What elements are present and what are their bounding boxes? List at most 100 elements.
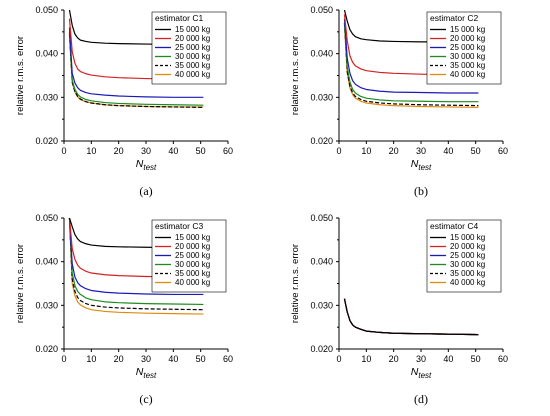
series-lines bbox=[343, 10, 479, 108]
series-line bbox=[343, 10, 479, 43]
series-line bbox=[68, 27, 204, 98]
legend-title: estimator C2 bbox=[430, 13, 478, 23]
legend-title: estimator C4 bbox=[430, 221, 478, 231]
y-tick-label: 0.020 bbox=[35, 136, 58, 146]
panel-label: (d) bbox=[414, 392, 428, 406]
legend-title: estimator C1 bbox=[155, 13, 203, 23]
series-line bbox=[343, 298, 479, 336]
x-axis-label-main: N bbox=[136, 366, 144, 378]
x-tick-label: 50 bbox=[471, 354, 481, 364]
series-line bbox=[68, 218, 204, 278]
series-line bbox=[68, 218, 204, 306]
legend-label: 25 000 kg bbox=[450, 43, 485, 52]
x-tick-label: 0 bbox=[336, 146, 341, 156]
series-line bbox=[343, 298, 479, 336]
legend-label: 20 000 kg bbox=[450, 242, 485, 251]
legend-label: 30 000 kg bbox=[175, 260, 210, 269]
legend-label: 35 000 kg bbox=[450, 269, 485, 278]
chart-panel-a: 0.020 0.030 0.040 0.050 0 10 20 30 40 50 60 relativ… bbox=[15, 5, 233, 198]
legend-label: 15 000 kg bbox=[175, 25, 210, 34]
legend-label: 25 000 kg bbox=[175, 43, 210, 52]
legend-label: 30 000 kg bbox=[450, 52, 485, 61]
series-lines bbox=[343, 298, 479, 336]
series-line bbox=[343, 298, 479, 336]
x-tick-label: 0 bbox=[61, 354, 66, 364]
series-line bbox=[343, 298, 479, 336]
series-line bbox=[343, 23, 479, 107]
y-tick-label: 0.040 bbox=[35, 49, 58, 59]
panel-label: (b) bbox=[414, 184, 428, 198]
series-line bbox=[68, 218, 204, 315]
x-tick-label: 40 bbox=[443, 354, 453, 364]
series-line bbox=[68, 218, 204, 311]
x-axis-label-main: N bbox=[411, 158, 419, 170]
x-axis-label: Ntest bbox=[136, 158, 157, 172]
x-tick-label: 20 bbox=[389, 354, 399, 364]
x-axis-label-sub: test bbox=[418, 371, 432, 380]
series-line bbox=[343, 298, 479, 336]
x-tick-label: 30 bbox=[416, 354, 426, 364]
x-tick-label: 30 bbox=[141, 146, 151, 156]
legend-title: estimator C3 bbox=[155, 221, 203, 231]
legend-label: 40 000 kg bbox=[450, 278, 485, 287]
y-axis-label: relative r.m.s. error bbox=[15, 36, 26, 115]
y-tick-label: 0.040 bbox=[310, 49, 333, 59]
series-lines bbox=[68, 218, 204, 315]
panel-label: (c) bbox=[139, 392, 152, 406]
series-line bbox=[68, 31, 204, 106]
chart-panel-d: 0.020 0.030 0.040 0.050 0 10 20 30 40 50 60 relativ… bbox=[290, 213, 508, 406]
legend-label: 25 000 kg bbox=[175, 251, 210, 260]
legend-label: 35 000 kg bbox=[450, 61, 485, 70]
x-axis-label-main: N bbox=[136, 158, 144, 170]
x-axis-label: Ntest bbox=[411, 158, 432, 172]
y-tick-label: 0.030 bbox=[310, 92, 333, 102]
y-tick-label: 0.020 bbox=[35, 344, 58, 354]
legend-label: 20 000 kg bbox=[175, 242, 210, 251]
y-tick-label: 0.050 bbox=[310, 5, 333, 15]
x-tick-label: 50 bbox=[196, 146, 206, 156]
legend-label: 35 000 kg bbox=[175, 269, 210, 278]
x-tick-label: 10 bbox=[361, 146, 371, 156]
y-tick-label: 0.030 bbox=[35, 300, 58, 310]
series-line bbox=[343, 298, 479, 336]
x-tick-label: 20 bbox=[114, 354, 124, 364]
x-tick-label: 40 bbox=[443, 146, 453, 156]
series-line bbox=[343, 23, 479, 103]
legend-label: 25 000 kg bbox=[450, 251, 485, 260]
series-line bbox=[68, 218, 204, 249]
panel-label: (a) bbox=[139, 184, 152, 198]
y-tick-label: 0.030 bbox=[310, 300, 333, 310]
series-lines bbox=[68, 10, 204, 108]
legend-label: 20 000 kg bbox=[450, 34, 485, 43]
y-axis-label: relative r.m.s. error bbox=[290, 36, 301, 115]
x-tick-label: 60 bbox=[223, 354, 233, 364]
x-axis-label-main: N bbox=[411, 366, 419, 378]
x-tick-label: 10 bbox=[361, 354, 371, 364]
x-tick-label: 50 bbox=[471, 146, 481, 156]
x-tick-label: 40 bbox=[168, 146, 178, 156]
legend-label: 40 000 kg bbox=[175, 278, 210, 287]
series-line bbox=[343, 18, 479, 94]
legend-label: 20 000 kg bbox=[175, 34, 210, 43]
x-tick-label: 40 bbox=[168, 354, 178, 364]
x-tick-label: 0 bbox=[61, 146, 66, 156]
x-tick-label: 60 bbox=[498, 146, 508, 156]
chart-panel-b: 0.020 0.030 0.040 0.050 0 10 20 30 40 50 60 relativ… bbox=[290, 5, 508, 198]
x-tick-label: 0 bbox=[336, 354, 341, 364]
x-axis-label: Ntest bbox=[411, 366, 432, 380]
x-tick-label: 30 bbox=[141, 354, 151, 364]
y-tick-label: 0.030 bbox=[35, 92, 58, 102]
legend-label: 15 000 kg bbox=[175, 233, 210, 242]
legend-label: 30 000 kg bbox=[175, 52, 210, 61]
y-tick-label: 0.020 bbox=[310, 136, 333, 146]
y-tick-label: 0.020 bbox=[310, 344, 333, 354]
x-tick-label: 60 bbox=[498, 354, 508, 364]
legend-label: 40 000 kg bbox=[450, 70, 485, 79]
series-line bbox=[68, 33, 204, 108]
series-line bbox=[68, 18, 204, 81]
y-axis-label: relative r.m.s. error bbox=[290, 244, 301, 323]
x-axis-label-sub: test bbox=[418, 163, 432, 172]
x-tick-label: 60 bbox=[223, 146, 233, 156]
x-tick-label: 20 bbox=[114, 146, 124, 156]
